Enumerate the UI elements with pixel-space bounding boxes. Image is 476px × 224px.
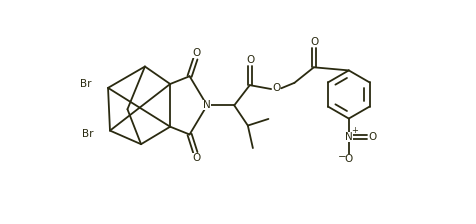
Text: Br: Br [82, 129, 94, 139]
Text: O: O [192, 153, 200, 163]
Text: N: N [345, 132, 353, 142]
Text: O: O [310, 37, 319, 47]
Text: +: + [351, 127, 357, 136]
Text: O: O [369, 132, 377, 142]
Text: O: O [272, 83, 280, 93]
Text: −: − [338, 152, 347, 162]
Text: Br: Br [80, 79, 92, 89]
Text: O: O [247, 55, 255, 65]
Text: N: N [203, 100, 211, 110]
Text: O: O [345, 154, 353, 164]
Text: O: O [192, 48, 200, 58]
